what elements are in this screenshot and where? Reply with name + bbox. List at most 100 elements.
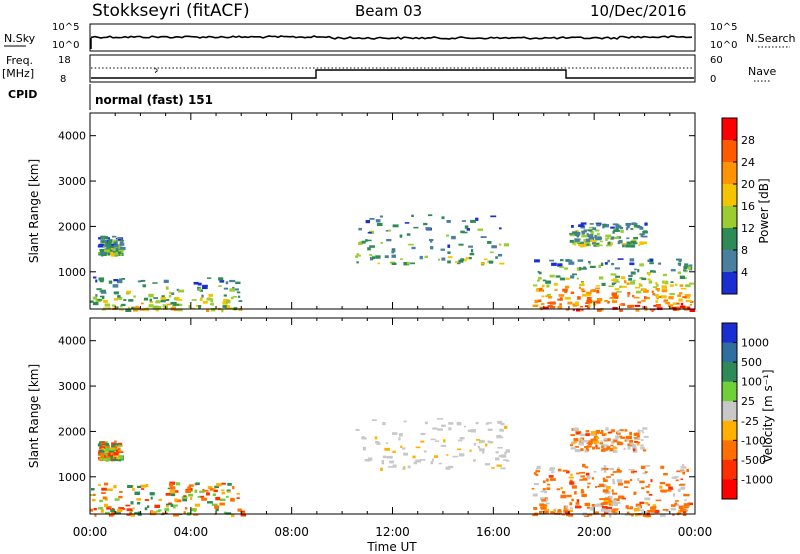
power-scatter-cell [102, 295, 105, 300]
velocity-scatter-cell [491, 467, 495, 469]
power-scatter-cell [544, 306, 549, 309]
power-scatter-cell [208, 293, 213, 297]
velocity-scatter [90, 418, 693, 518]
velocity-scatter-cell [136, 502, 141, 505]
power-scatter-cell [399, 258, 403, 260]
power-scatter-cell [235, 281, 241, 285]
velocity-scatter-cell [134, 512, 139, 514]
power-scatter-cell [466, 228, 470, 231]
power-scatter-cell [392, 224, 399, 228]
velocity-scatter-cell [101, 487, 107, 491]
power-scatter-cell [574, 301, 579, 305]
velocity-scatter-cell [593, 440, 599, 444]
x-tick-label-3: 12:00 [375, 525, 410, 539]
power-scatter-cell [225, 281, 229, 285]
velocity-scatter-cell [602, 477, 606, 480]
velocity-scatter-cell [504, 451, 507, 455]
velocity-colorbar-segment-2 [722, 362, 737, 383]
power-colorbar-tick-label-1: 24 [741, 156, 755, 169]
velocity-scatter-cell [647, 510, 653, 513]
velocity-scatter-cell [532, 513, 539, 517]
velocity-scatter-cell [603, 437, 608, 441]
velocity-scatter-cell [684, 506, 689, 509]
velocity-scatter-cell [403, 452, 409, 456]
power-scatter-cell [608, 285, 614, 287]
velocity-scatter-cell [634, 437, 641, 440]
power-scatter-cell [355, 255, 359, 258]
velocity-scatter-cell [214, 505, 220, 509]
cpid-value: normal (fast) 151 [95, 93, 213, 107]
velocity-scatter-cell [420, 432, 426, 436]
power-scatter-cell [391, 254, 396, 258]
velocity-scatter-cell [612, 447, 618, 449]
power-scatter-cell [598, 244, 603, 247]
power-scatter-cell [628, 274, 633, 277]
power-scatter-cell [176, 288, 180, 292]
power-scatter-cell [168, 294, 172, 298]
velocity-scatter-cell [584, 446, 589, 449]
power-scatter-cell [625, 244, 631, 248]
power-scatter-cell [580, 241, 585, 245]
velocity-scatter-cell [623, 486, 629, 488]
power-scatter-cell [631, 305, 635, 308]
velocity-scatter-cell [668, 486, 673, 490]
velocity-scatter-cell [599, 483, 605, 487]
power-scatter-cell [488, 260, 494, 264]
velocity-scatter-cell [567, 509, 573, 513]
velocity-scatter-cell [630, 470, 635, 474]
velocity-colorbar-segment-5 [722, 420, 737, 441]
velocity-scatter-cell [420, 459, 426, 461]
velocity-scatter-cell [674, 502, 678, 505]
velocity-scatter-cell [642, 427, 648, 430]
power-scatter-cell [588, 260, 591, 264]
velocity-scatter-cell [588, 440, 592, 443]
velocity-scatter-cell [611, 440, 615, 444]
power-scatter-cell [583, 243, 588, 247]
velocity-scatter-cell [201, 497, 207, 501]
power-scatter-cell [655, 294, 660, 298]
velocity-scatter-cell [381, 460, 385, 463]
power-scatter-cell [569, 239, 574, 243]
power-scatter-cell [573, 243, 577, 246]
power-scatter-cell [639, 226, 644, 230]
power-colorbar-tick-label-3: 16 [741, 200, 755, 213]
velocity-scatter-cell [102, 441, 108, 444]
velocity-scatter-cell [659, 485, 663, 489]
velocity-scatter-cell [116, 449, 119, 452]
velocity-scatter-cell [536, 465, 541, 470]
velocity-scatter-cell [367, 457, 373, 461]
power-scatter-cell [557, 305, 563, 310]
power-scatter-cell [592, 242, 596, 245]
noise-left-tick-top: 10^5 [52, 22, 79, 33]
power-scatter-cell [631, 239, 637, 242]
velocity-scatter-cell [587, 443, 592, 446]
power-scatter-cell [499, 227, 502, 230]
power-scatter-cell [100, 252, 105, 255]
power-scatter-cell [589, 226, 595, 229]
power-scatter-cell [112, 248, 116, 251]
velocity-colorbar-frame [721, 322, 738, 500]
power-scatter-cell [112, 304, 116, 307]
velocity-scatter-cell [129, 511, 133, 515]
power-scatter-cell [581, 234, 588, 238]
velocity-scatter-cell [585, 433, 591, 436]
power-scatter-cell [578, 238, 582, 241]
velocity-scatter-cell [539, 497, 546, 500]
velocity-scatter-cell [384, 447, 390, 451]
power-scatter-cell [683, 265, 688, 270]
velocity-scatter-cell [587, 482, 591, 485]
velocity-scatter-cell [597, 503, 604, 507]
velocity-scatter-cell [108, 506, 112, 508]
velocity-scatter-cell [566, 494, 572, 498]
velocity-scatter-cell [193, 513, 199, 516]
velocity-scatter-cell [626, 435, 632, 440]
power-scatter-cell [656, 283, 659, 287]
velocity-scatter-cell [144, 507, 148, 511]
power-scatter-cell [593, 302, 597, 306]
velocity-scatter-cell [204, 489, 209, 492]
power-scatter-cell [534, 259, 540, 263]
power-scatter-cell [589, 265, 596, 268]
freq-label: Freq. [6, 54, 33, 67]
velocity-scatter-cell [627, 443, 633, 446]
velocity-scatter-cell [629, 506, 633, 510]
